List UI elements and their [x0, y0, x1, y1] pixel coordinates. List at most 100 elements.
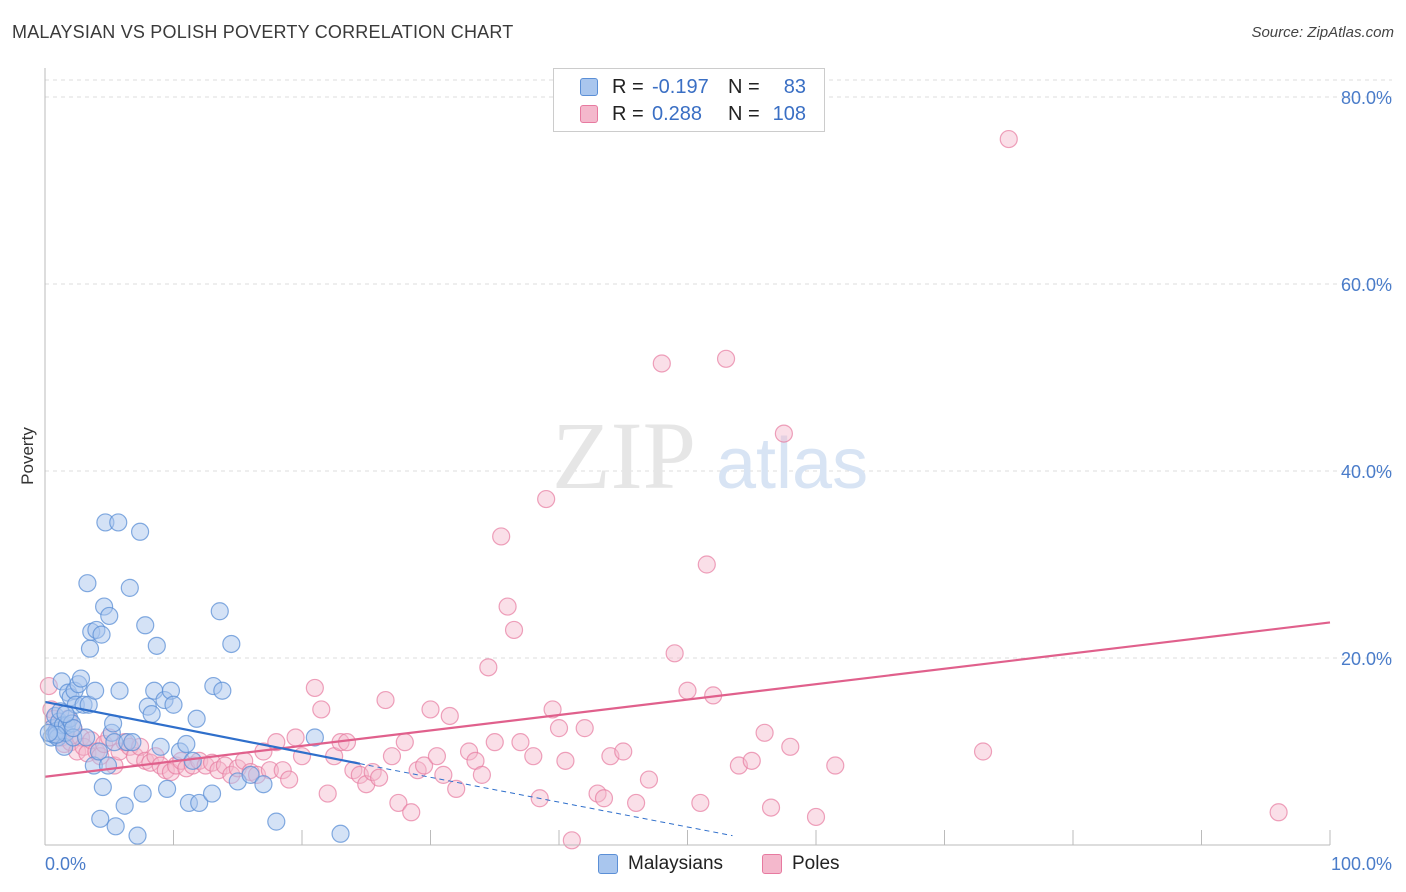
malaysians-point	[89, 742, 109, 761]
poles-point	[742, 751, 761, 770]
malaysians-point	[157, 779, 177, 799]
poles-point	[504, 620, 524, 640]
malaysians-point	[136, 616, 155, 635]
poles-point	[511, 733, 530, 752]
poles-point	[492, 527, 511, 546]
bottom-legend-poles[interactable]: Poles	[762, 852, 840, 876]
malaysians-point	[91, 809, 110, 828]
malaysians-point	[147, 636, 166, 655]
poles-legend-swatch	[762, 854, 782, 874]
malaysians-point	[305, 728, 324, 747]
legend-row-poles: R = 0.288 N = 108	[580, 102, 806, 126]
legend-row-malaysians: R = -0.197 N = 83	[580, 75, 806, 99]
y-tick-label: 80.0%	[1341, 88, 1392, 108]
poles-point	[273, 761, 292, 780]
malaysians-trend-extension	[359, 763, 733, 837]
poles-point	[973, 742, 993, 761]
malaysians-point	[190, 793, 209, 813]
poles-point	[639, 770, 659, 789]
poles-point	[678, 681, 697, 700]
malaysians-point	[130, 522, 150, 541]
malaysians-point	[142, 704, 161, 724]
malaysians-point	[100, 606, 119, 626]
poles-point	[312, 700, 331, 719]
malaysians-point	[98, 756, 118, 775]
poles-point	[543, 700, 562, 719]
grid	[45, 79, 1392, 659]
chart-title: MALAYSIAN VS POLISH POVERTY CORRELATION …	[12, 22, 514, 42]
poles-point	[414, 756, 434, 775]
poles-point	[755, 723, 774, 742]
axes: 20.0% 40.0% 60.0% 80.0% 0.0% 100.0%	[44, 68, 1392, 874]
malaysians-swatch	[580, 78, 598, 96]
poles-point	[459, 742, 479, 761]
malaysians-point	[110, 681, 129, 700]
r-label: R =	[612, 75, 644, 98]
malaysians-point	[78, 574, 97, 593]
poles-legend-label: Poles	[792, 853, 840, 874]
poles-point	[665, 644, 684, 663]
malaysians-point	[71, 669, 91, 688]
poles-point	[370, 768, 389, 787]
r-value-malaysians: -0.197	[652, 75, 709, 98]
malaysians-point	[183, 751, 202, 770]
poles-point	[479, 658, 498, 677]
y-tick-label: 60.0%	[1341, 275, 1392, 295]
malaysians-point	[151, 737, 170, 756]
malaysians-point	[64, 719, 83, 738]
malaysians-point	[123, 733, 142, 752]
malaysians-point	[164, 695, 183, 714]
poles-point	[395, 733, 414, 752]
poles-point	[421, 700, 440, 719]
malaysians-point	[210, 602, 229, 621]
y-tick-label: 40.0%	[1341, 462, 1392, 482]
malaysians-point	[128, 826, 147, 845]
stats-legend: R = -0.197 N = 83 R = 0.288 N = 108	[553, 68, 825, 132]
poles-point	[447, 779, 466, 799]
bottom-legend-malaysians[interactable]: Malaysians	[598, 852, 723, 876]
poles-point	[575, 719, 594, 738]
poles-point	[389, 793, 408, 813]
n-value-malaysians: 83	[783, 75, 806, 98]
malaysians-point	[222, 634, 241, 654]
poles-point	[774, 424, 793, 443]
poles-point	[806, 807, 826, 827]
malaysians-trend-line	[44, 700, 361, 765]
malaysians-point	[92, 625, 111, 644]
poles-point	[652, 354, 671, 373]
poles-point	[286, 728, 305, 747]
x-tick-label-min: 0.0%	[45, 854, 86, 874]
poles-point	[626, 793, 646, 813]
n-label: N =	[728, 75, 760, 98]
poles-point	[382, 747, 402, 766]
y-axis-label: Poverty	[18, 427, 37, 485]
malaysians-point	[254, 775, 273, 794]
malaysians-point	[120, 578, 139, 597]
poles-point	[1269, 803, 1288, 822]
r-label: R =	[612, 102, 644, 125]
y-tick-label: 20.0%	[1341, 649, 1392, 669]
malaysians-point	[93, 777, 112, 797]
poles-point	[427, 747, 447, 766]
poles-point	[556, 751, 575, 770]
malaysians-point	[177, 734, 196, 754]
poles-swatch	[580, 105, 598, 123]
malaysians-point	[241, 765, 260, 784]
malaysians-points	[39, 513, 350, 845]
malaysians-point	[115, 796, 134, 815]
poles-point	[434, 765, 453, 784]
source-label: Source: ZipAtlas.com	[1251, 24, 1394, 41]
poles-point	[524, 747, 543, 766]
n-value-poles: 108	[772, 102, 806, 125]
malaysians-point	[213, 681, 232, 700]
poles-point	[716, 349, 736, 368]
trend-lines	[44, 621, 1331, 837]
poles-point	[614, 742, 633, 761]
malaysians-point	[133, 784, 152, 803]
poles-point	[781, 737, 800, 756]
poles-point	[376, 690, 395, 710]
poles-trend-line	[44, 621, 1331, 778]
poles-point	[440, 706, 459, 726]
malaysians-legend-swatch	[598, 854, 618, 874]
malaysians-point	[86, 681, 105, 700]
